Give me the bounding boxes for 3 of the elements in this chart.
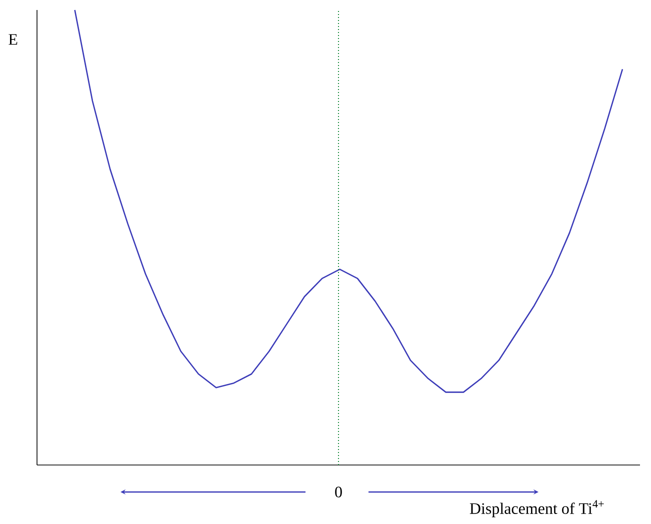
text: 0 <box>335 486 342 498</box>
x-axis-title: Displacement of Ti$^{4+}$ <box>470 500 604 518</box>
y-axis-title: E <box>8 34 18 45</box>
